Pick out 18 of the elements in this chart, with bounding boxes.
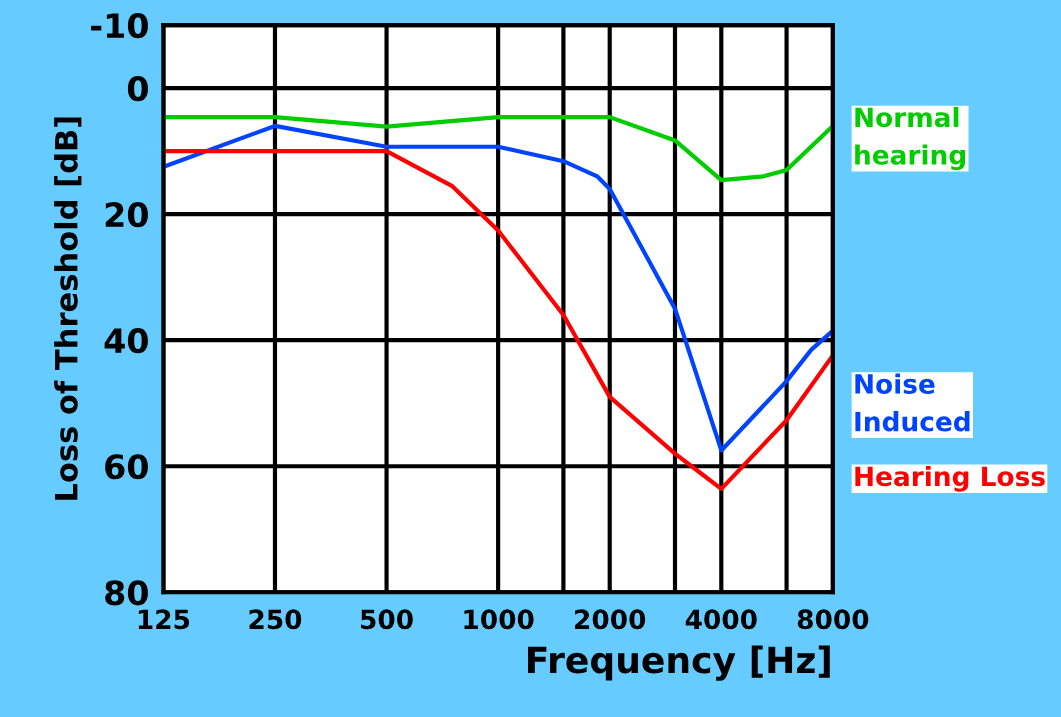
y-tick-label: 60 bbox=[105, 454, 148, 480]
series-label: Noise Induced bbox=[855, 373, 970, 432]
y-tick-label: -10 bbox=[91, 13, 148, 39]
y-tick-label: 40 bbox=[104, 328, 148, 354]
x-tick-label: 2000 bbox=[575, 609, 646, 630]
series-label: Normal hearing bbox=[855, 106, 965, 171]
y-tick-label: 20 bbox=[105, 202, 148, 228]
x-tick-label: 125 bbox=[138, 609, 190, 630]
x-axis-title: Frequency [Hz] bbox=[528, 645, 830, 681]
y-tick-label: 0 bbox=[127, 76, 148, 102]
x-tick-label: 500 bbox=[361, 609, 413, 630]
text: Hearing Loss bbox=[855, 465, 1045, 492]
x-tick-label: 4000 bbox=[685, 609, 757, 630]
x-tick-label: 250 bbox=[249, 609, 302, 630]
x-tick-label: 1000 bbox=[464, 609, 534, 630]
y-tick-label: 80 bbox=[105, 580, 148, 606]
y-axis-title: Loss of Threshold [dB] bbox=[54, 117, 82, 500]
x-tick-label: 8000 bbox=[797, 609, 869, 630]
